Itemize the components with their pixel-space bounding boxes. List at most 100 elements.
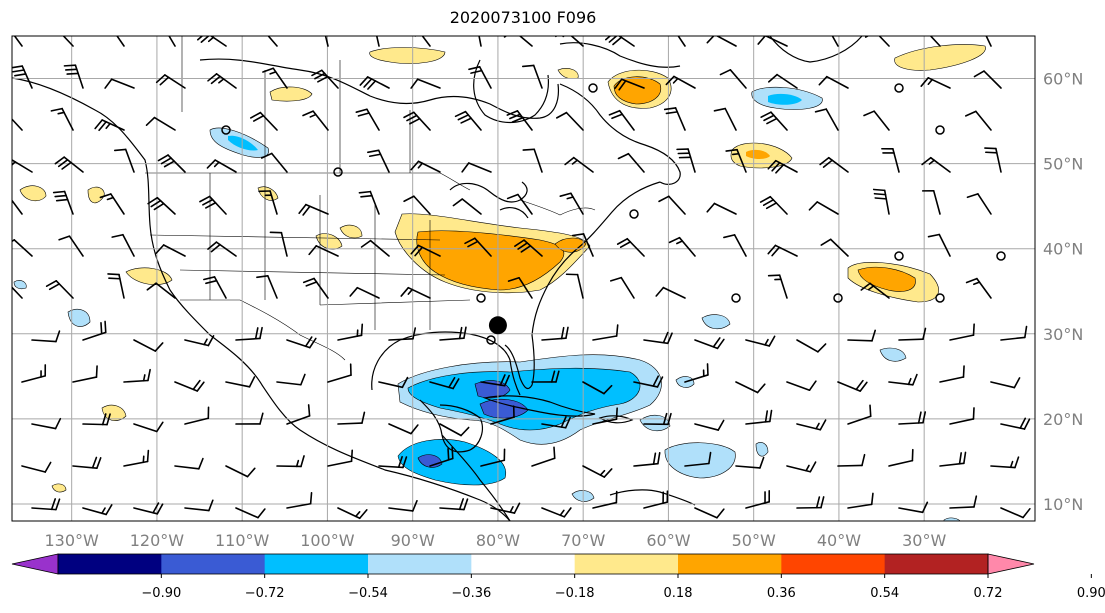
anomaly-labrador-sea-core (768, 93, 802, 105)
wind-barb (608, 109, 635, 131)
barb-flag (50, 107, 63, 112)
wind-barb (358, 190, 380, 215)
barb-flag (503, 374, 510, 387)
wind-barb (796, 419, 827, 431)
barb-flag (0, 116, 9, 121)
barb-flag (0, 195, 8, 199)
barb-flag (809, 461, 817, 473)
calm-circle (894, 251, 904, 261)
wind-barb (360, 239, 390, 257)
barb-shaft (209, 36, 227, 47)
wind-barb (541, 507, 572, 518)
barb-flag (152, 502, 160, 514)
barb-flag (417, 162, 424, 169)
wind-barb (410, 244, 441, 257)
barb-shaft (582, 381, 605, 395)
wind-barb (920, 76, 951, 89)
wind-barb (184, 499, 214, 512)
wind-barb (221, 125, 231, 135)
barb-flag (246, 467, 256, 478)
barb-flag (50, 498, 56, 511)
anomaly-labrador-inner (613, 76, 662, 105)
barb-shaft (873, 110, 890, 131)
barb-flag (308, 245, 318, 256)
barb-flag (153, 202, 165, 211)
barb-shaft (975, 110, 992, 131)
barb-flag (205, 279, 218, 285)
wind-barb (555, 111, 584, 131)
barb-flag (155, 244, 165, 254)
barb-flag (713, 107, 727, 112)
wind-barb (735, 456, 765, 469)
barb-flag (559, 192, 572, 197)
barb-flag (99, 193, 112, 199)
wind-barb (531, 370, 560, 383)
coast-hudson-bay (473, 59, 550, 124)
barb-shaft (786, 381, 811, 392)
colorbar-segment (264, 554, 369, 574)
wind-barb (206, 159, 237, 173)
barb-flag (1013, 377, 1021, 389)
barb-flag (107, 273, 120, 276)
barb-flag (522, 148, 536, 151)
barb-shaft (461, 198, 482, 215)
barb-shaft (898, 338, 924, 341)
barb-flag (355, 511, 361, 518)
wind-barb (860, 282, 890, 299)
barb-flag (254, 327, 259, 340)
wind-barb (847, 492, 874, 509)
barb-flag (367, 80, 377, 90)
wind-barb (735, 381, 766, 394)
barb-flag (564, 156, 575, 166)
barb-flag (146, 449, 150, 463)
barb-shaft (133, 423, 158, 433)
barb-shaft (286, 415, 311, 425)
barb-flag (514, 239, 525, 247)
barb-flag (302, 110, 314, 117)
anomaly-greenland-sea (894, 44, 986, 71)
wind-barb (837, 379, 868, 392)
wind-barb (429, 377, 460, 390)
barb-flag (58, 235, 71, 241)
barb-shaft (764, 36, 788, 47)
coast-central-america (441, 434, 511, 521)
barb-flag (609, 276, 623, 282)
barb-flag (412, 327, 417, 340)
barb-shaft (518, 276, 533, 299)
wind-barb (503, 36, 533, 47)
barb-flag (972, 323, 975, 336)
lon-tick-label: 110°W (215, 531, 270, 550)
barb-shaft (825, 108, 839, 131)
barb-flag (767, 159, 777, 170)
wind-barb (410, 78, 441, 89)
barb-flag (874, 197, 888, 200)
barb-flag (1022, 508, 1031, 519)
colorbar-extend-min (11, 553, 59, 575)
wind-barb (819, 156, 849, 173)
colorbar-extend-max (987, 553, 1035, 575)
barb-flag (763, 114, 775, 122)
wind-barb (847, 329, 877, 342)
barb-flag (984, 147, 997, 150)
barb-flag (458, 326, 463, 340)
lat-tick-label: 10°N (1043, 495, 1083, 514)
barb-flag (764, 338, 769, 346)
barb-flag (612, 36, 623, 46)
wind-barb (767, 274, 788, 299)
barb-flag (914, 28, 924, 33)
colorbar-segment (161, 554, 266, 574)
wind-barb (302, 277, 329, 299)
barb-shaft (133, 339, 157, 352)
wind-barb (207, 73, 237, 89)
anomaly-pacific-3 (125, 267, 173, 285)
colorbar-labels: −0.90 −0.72 −0.54 −0.36 −0.18 0.18 0.36 0.54 0.7… (141, 574, 1105, 601)
wind-barb (898, 327, 927, 341)
barb-flag (401, 376, 409, 389)
anomaly-fills (13, 44, 986, 521)
calm-circle (935, 125, 945, 135)
barb-flag (965, 110, 977, 117)
barb-shaft (847, 503, 873, 509)
barb-flag (146, 282, 157, 291)
barb-shaft (592, 418, 618, 425)
wind-barb (337, 507, 368, 520)
